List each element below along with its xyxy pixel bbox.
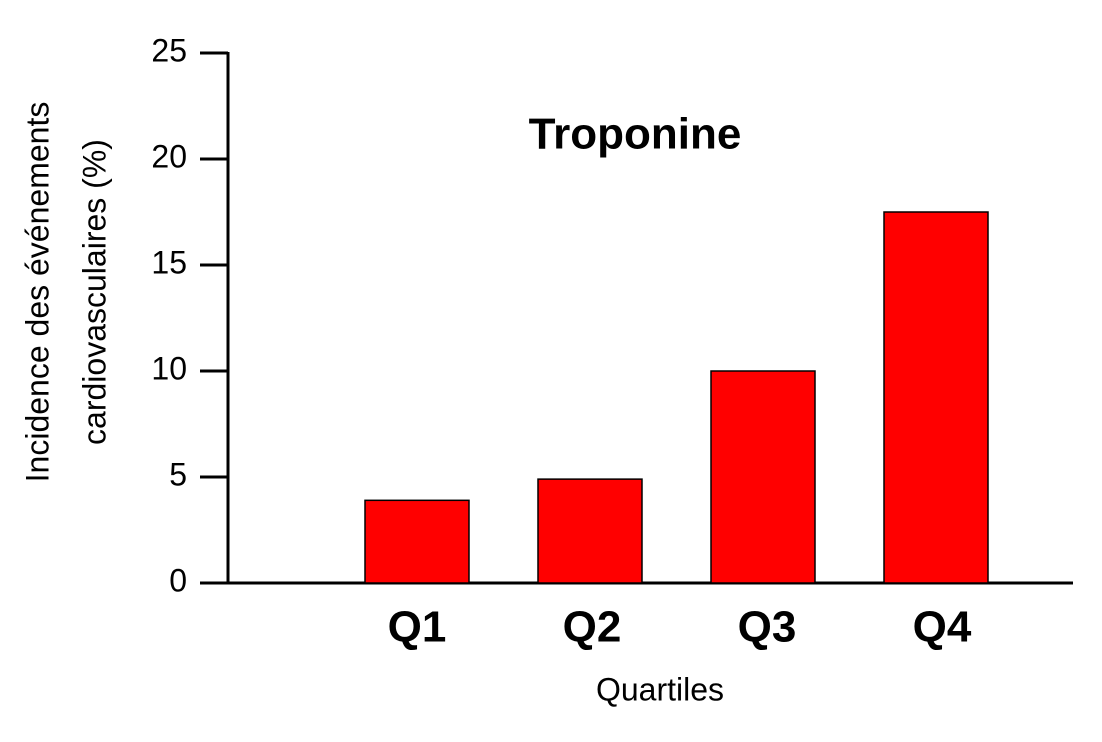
x-tick-label: Q1 (388, 603, 447, 652)
x-tick-label: Q2 (563, 603, 622, 652)
bar (364, 499, 470, 584)
y-tick-label: 0 (169, 562, 187, 598)
bar (710, 370, 816, 584)
y-tick-label: 15 (151, 244, 187, 280)
y-tick-label: 5 (169, 456, 187, 492)
y-tick-label: 25 (151, 32, 187, 68)
y-axis-label: Incidence des événements (19, 102, 55, 483)
chart-title: Troponine (529, 110, 742, 159)
x-tick-label: Q3 (738, 603, 797, 652)
y-axis-label: cardiovasculaires (%) (76, 139, 112, 445)
x-tick-label: Q4 (913, 603, 972, 652)
y-tick-label: 10 (151, 350, 187, 386)
x-axis-label: Quartiles (596, 671, 724, 707)
bar (883, 211, 989, 584)
bar (537, 478, 643, 584)
y-tick-label: 20 (151, 138, 187, 174)
